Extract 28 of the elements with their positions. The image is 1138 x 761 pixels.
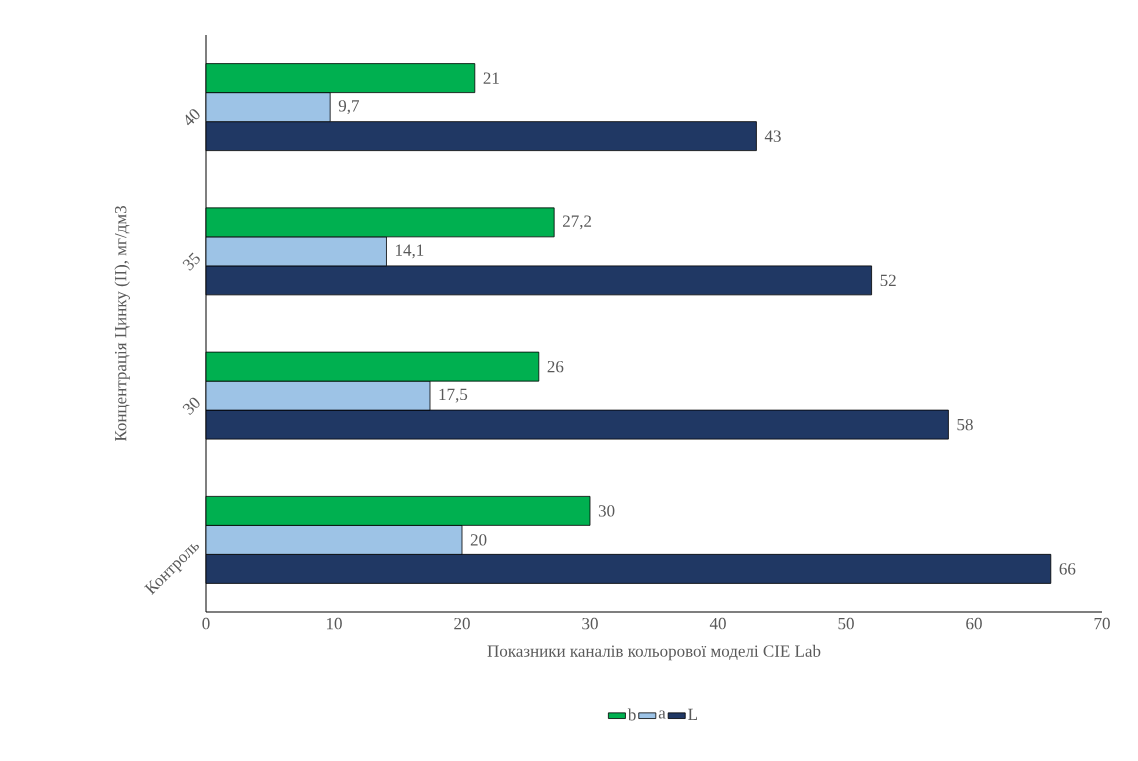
x-tick-label: 30 [582, 617, 598, 630]
data-label: 17,5 [439, 388, 468, 403]
legend-label: a [658, 710, 666, 719]
data-label: 52 [880, 274, 896, 287]
x-tick-label: 20 [454, 617, 470, 630]
x-axis-title: Показники каналів кольорової моделі CIE Lab [487, 644, 821, 661]
x-tick-label: 50 [838, 617, 854, 630]
data-label: 27,2 [562, 215, 592, 230]
y-tick-label: 40 [185, 109, 200, 126]
legend-label: b [627, 708, 636, 721]
data-label: 26 [547, 360, 564, 373]
data-label: 66 [1059, 563, 1076, 575]
data-label: 30 [598, 505, 615, 517]
data-label: 20 [470, 534, 487, 546]
x-tick-label: 10 [326, 617, 342, 630]
data-label: 43 [764, 130, 781, 142]
x-tick-label: 0 [202, 617, 210, 630]
legend-label: L [688, 708, 698, 720]
x-tick-label: 60 [966, 617, 982, 630]
data-label: 14,1 [396, 244, 424, 259]
x-tick-label: 70 [1094, 617, 1110, 630]
data-label: 58 [957, 418, 973, 431]
y-axis-title: Концентрація Цинку (ІІ), мг/дм3 [114, 206, 130, 442]
y-tick-label: 35 [182, 252, 200, 271]
data-label: 21 [483, 72, 499, 84]
data-label: 9,7 [338, 100, 359, 115]
x-tick-label: 40 [709, 617, 726, 630]
y-tick-label: 30 [182, 397, 200, 415]
